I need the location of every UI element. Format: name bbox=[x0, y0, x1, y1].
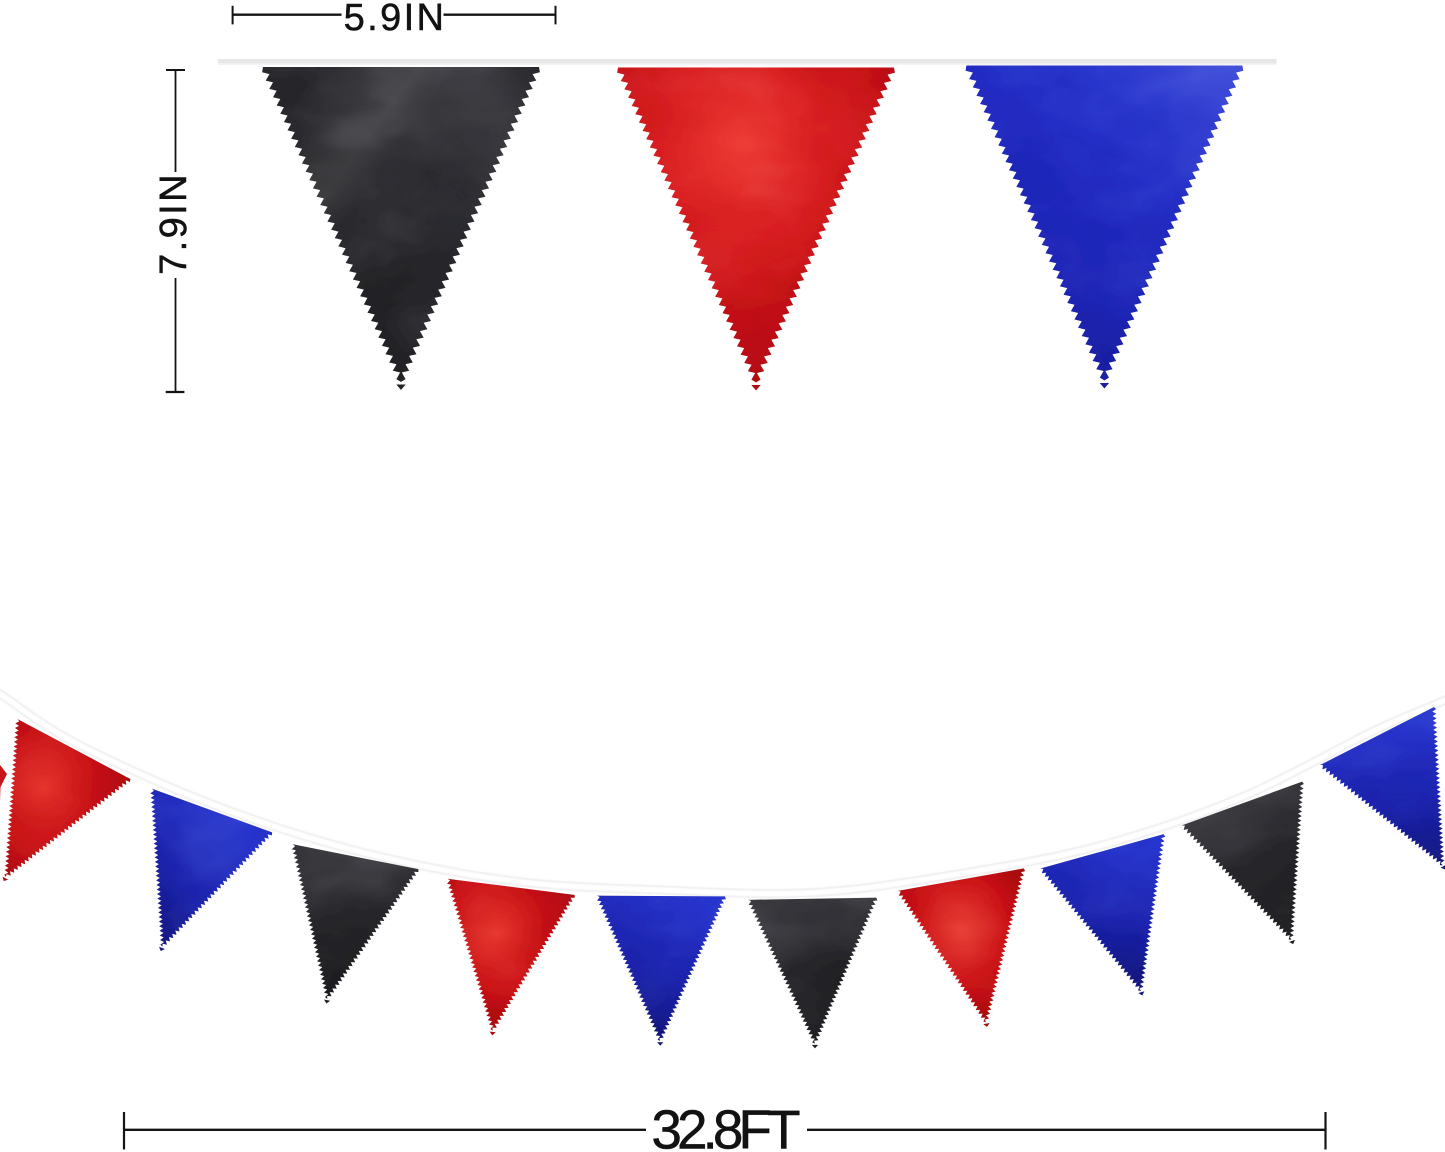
svg-text:5.9IN: 5.9IN bbox=[344, 0, 447, 39]
svg-text:7.9IN: 7.9IN bbox=[153, 172, 195, 275]
svg-text:32.8FT: 32.8FT bbox=[651, 1099, 800, 1152]
